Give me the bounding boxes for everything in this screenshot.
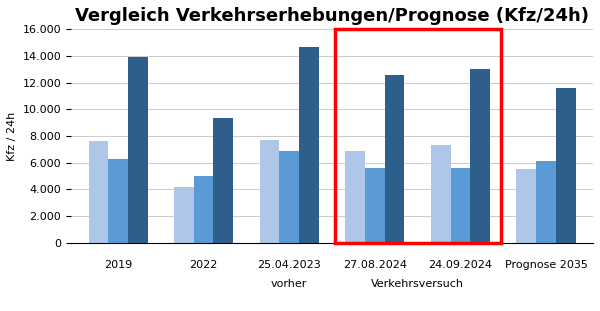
Bar — [299, 47, 319, 243]
Bar — [385, 75, 404, 243]
Text: vorher: vorher — [271, 279, 307, 289]
Bar — [365, 168, 385, 243]
Text: 27.08.2024: 27.08.2024 — [343, 260, 407, 270]
Bar — [556, 88, 575, 243]
Bar — [536, 161, 556, 243]
Text: Verkehrsversuch: Verkehrsversuch — [371, 279, 464, 289]
Title: Vergleich Verkehrserhebungen/Prognose (Kfz/24h): Vergleich Verkehrserhebungen/Prognose (K… — [75, 7, 589, 25]
Text: 2019: 2019 — [104, 260, 132, 270]
Bar — [214, 118, 233, 243]
Bar — [280, 151, 299, 243]
Bar — [194, 176, 214, 243]
Bar — [470, 69, 490, 243]
Bar — [431, 145, 451, 243]
Bar — [89, 141, 108, 243]
Bar — [174, 187, 194, 243]
Bar — [451, 168, 470, 243]
Text: 2022: 2022 — [190, 260, 218, 270]
Y-axis label: Kfz / 24h: Kfz / 24h — [7, 111, 17, 160]
Bar — [108, 159, 128, 243]
Bar — [260, 140, 280, 243]
Bar — [517, 169, 536, 243]
Text: 24.09.2024: 24.09.2024 — [428, 260, 493, 270]
Text: Prognose 2035: Prognose 2035 — [505, 260, 587, 270]
Bar — [128, 57, 148, 243]
Bar — [345, 151, 365, 243]
Text: 25.04.2023: 25.04.2023 — [257, 260, 321, 270]
